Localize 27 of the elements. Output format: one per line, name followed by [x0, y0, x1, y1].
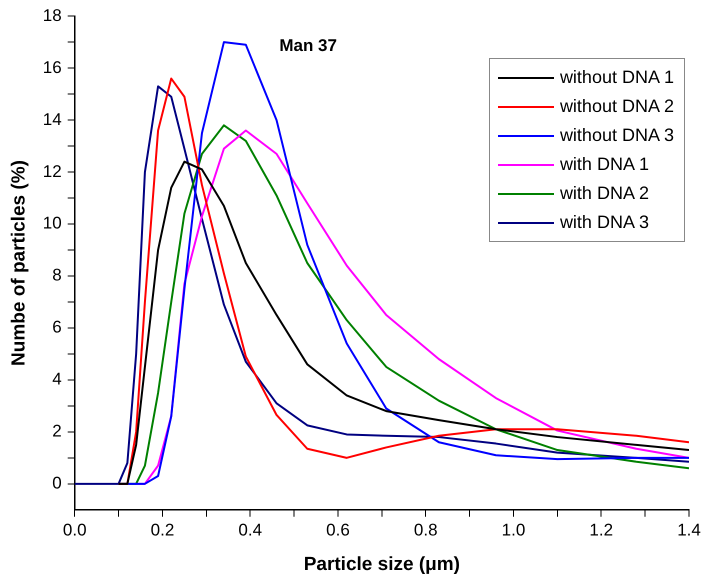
legend-label: with DNA 3 [560, 211, 649, 234]
x-tick-label: 1.0 [502, 520, 526, 540]
x-tick-label: 1.2 [589, 520, 614, 540]
y-tick-label: 12 [42, 162, 62, 181]
x-axis-title: Particle size (μm) [304, 554, 460, 575]
legend-label: without DNA 2 [560, 95, 674, 118]
y-tick-label: 14 [42, 110, 62, 129]
x-tick-label: 0.8 [414, 520, 438, 540]
legend-label: without DNA 1 [560, 66, 674, 89]
text: Man 37 [279, 36, 337, 55]
legend-label: without DNA 3 [560, 124, 674, 147]
y-axis-title: Numbe of particles (%) [8, 160, 30, 366]
x-tick-label: 0.0 [62, 520, 87, 540]
y-tick-label: 2 [52, 422, 62, 441]
x-tick-label: 1.4 [677, 520, 701, 540]
y-tick-label: 18 [42, 6, 62, 25]
y-tick-label: 8 [52, 266, 62, 285]
x-tick-label: 0.6 [326, 520, 350, 540]
y-tick-label: 0 [52, 474, 62, 493]
y-tick-label: 4 [52, 370, 62, 389]
x-tick-label: 0.2 [150, 520, 174, 540]
y-tick-label: 6 [52, 318, 62, 337]
y-tick-label: 10 [42, 214, 62, 233]
x-tick-label: 0.4 [238, 520, 262, 540]
legend-label: with DNA 1 [560, 153, 649, 176]
y-tick-label: 16 [42, 58, 62, 77]
legend-label: with DNA 2 [560, 182, 649, 205]
